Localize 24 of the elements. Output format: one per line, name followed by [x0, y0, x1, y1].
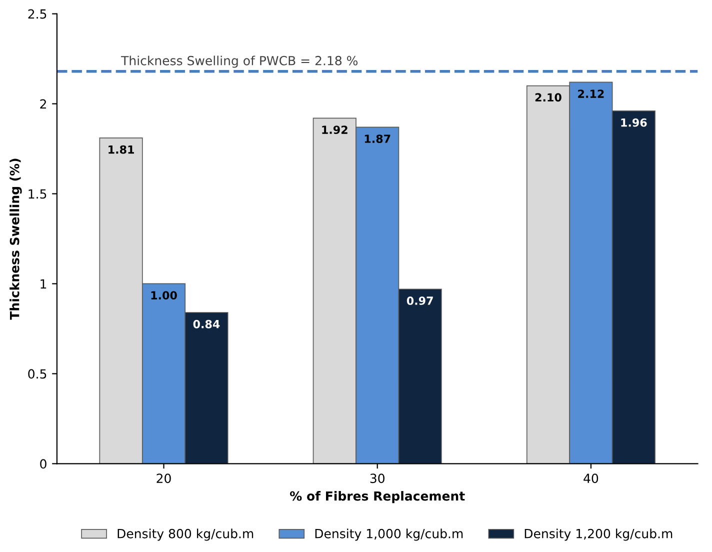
text: 2.10 — [535, 93, 562, 102]
x-tick-label: 40 — [584, 474, 598, 484]
y-tick-label: 1 — [40, 279, 46, 288]
legend-label: Density 1,200 kg/cub.m — [524, 528, 672, 541]
legend-label: Density 800 kg/cub.m — [118, 528, 254, 541]
text: 1.87 — [364, 134, 390, 143]
y-tick-label: 2.5 — [28, 9, 46, 19]
text: 1.96 — [621, 118, 647, 127]
text: 1.81 — [108, 145, 134, 154]
y-tick-label: 2 — [40, 99, 46, 109]
x-axis-title: % of Fibres Replacement — [290, 491, 465, 504]
y-axis-title: Thickness Swelling (%) — [10, 158, 22, 320]
legend-label: Density 1,000 kg/cub.m — [315, 528, 463, 541]
y-tick-label: 0 — [40, 459, 46, 469]
ref-line-label: Thickness Swelling of PWCB = 2.18 % — [121, 56, 358, 68]
text: 1.00 — [151, 291, 177, 300]
text: 0.84 — [193, 320, 220, 328]
y-tick-label: 0.5 — [28, 369, 46, 379]
text: 1.92 — [322, 126, 348, 134]
text: 2.12 — [578, 90, 604, 98]
x-tick-label: 20 — [156, 474, 171, 484]
x-tick-label: 30 — [370, 474, 384, 484]
text: 0.97 — [406, 296, 433, 305]
y-tick-label: 1.5 — [28, 189, 46, 199]
